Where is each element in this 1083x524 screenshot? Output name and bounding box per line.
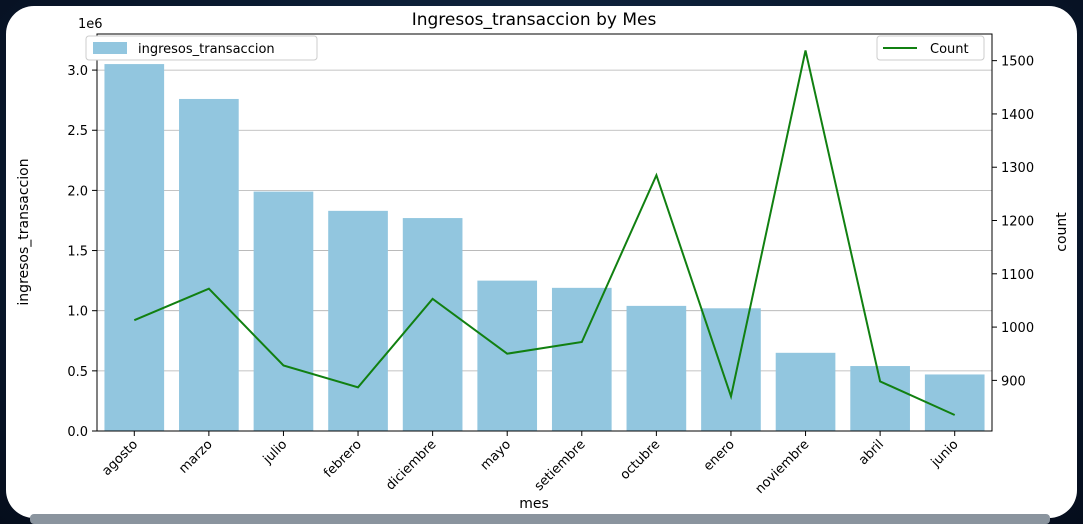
bar [402, 218, 463, 431]
count-line [133, 50, 956, 416]
y2-tick-label: 1500 [1001, 55, 1034, 70]
y-tick-label: 0.0 [67, 425, 88, 440]
bar [850, 366, 910, 431]
x-axis: agosto marzo julio febrero diciembre mayo seti… [99, 431, 962, 497]
x-tick-label: setiembre [532, 437, 589, 494]
x-tick-label: noviembre [753, 437, 813, 497]
x-tick-label: febrero [321, 437, 365, 481]
x-tick-label: mayo [478, 437, 514, 473]
bar [775, 352, 836, 431]
x-tick-label: octubre [617, 437, 663, 483]
y2-tick-label: 1300 [1001, 161, 1034, 176]
x-tick-label: diciembre [383, 437, 439, 493]
legend-label-line: Count [930, 42, 969, 57]
legend-swatch-bars [93, 42, 127, 54]
y2-tick-label: 1000 [1001, 321, 1034, 336]
y-tick-label: 2.0 [67, 184, 88, 199]
x-tick-label: marzo [176, 437, 215, 476]
bar [477, 280, 538, 431]
y2-tick-label: 900 [1001, 374, 1026, 389]
y2-tick-label: 1200 [1001, 215, 1034, 230]
y2-axis-label: count [1054, 212, 1070, 252]
bar-series [104, 64, 985, 432]
plot-frame [96, 33, 993, 432]
x-axis-label: mes [519, 496, 549, 512]
y2-tick-label: 1400 [1001, 108, 1034, 123]
y-tick-label: 2.5 [67, 124, 88, 139]
x-tick-label: agosto [99, 437, 141, 479]
bar [328, 210, 388, 431]
y-tick-label: 1.0 [67, 305, 88, 320]
y-axis-left: 0.0 0.5 1.0 1.5 2.0 2.5 3.0 [67, 64, 97, 440]
line-series [133, 50, 956, 416]
y-tick-label: 0.5 [67, 365, 88, 380]
y-tick-label: 1.5 [67, 245, 88, 260]
legend-label-bars: ingresos_transaccion [138, 42, 275, 57]
bar [104, 64, 165, 432]
chart-title: Ingresos_transaccion by Mes [412, 10, 657, 30]
y-tick-label: 3.0 [67, 64, 88, 79]
bar [626, 305, 687, 431]
x-tick-label: julio [260, 437, 290, 467]
bar [701, 308, 761, 431]
y-axis-right: 900 1000 1100 1200 1300 1400 1500 [992, 55, 1034, 389]
x-tick-label: enero [701, 437, 738, 474]
legend-right: Count [876, 35, 985, 61]
bar [924, 374, 985, 431]
bar [253, 191, 314, 431]
bar [179, 98, 239, 432]
legend-left: ingresos_transaccion [85, 35, 318, 61]
x-tick-label: junio [928, 437, 962, 471]
bottom-strip [30, 514, 1050, 524]
y-offset-label: 1e6 [78, 17, 103, 32]
y2-tick-label: 1100 [1001, 268, 1034, 283]
x-tick-label: abril [856, 437, 887, 468]
bar [551, 287, 612, 431]
y-axis-label: ingresos_transaccion [16, 158, 32, 305]
